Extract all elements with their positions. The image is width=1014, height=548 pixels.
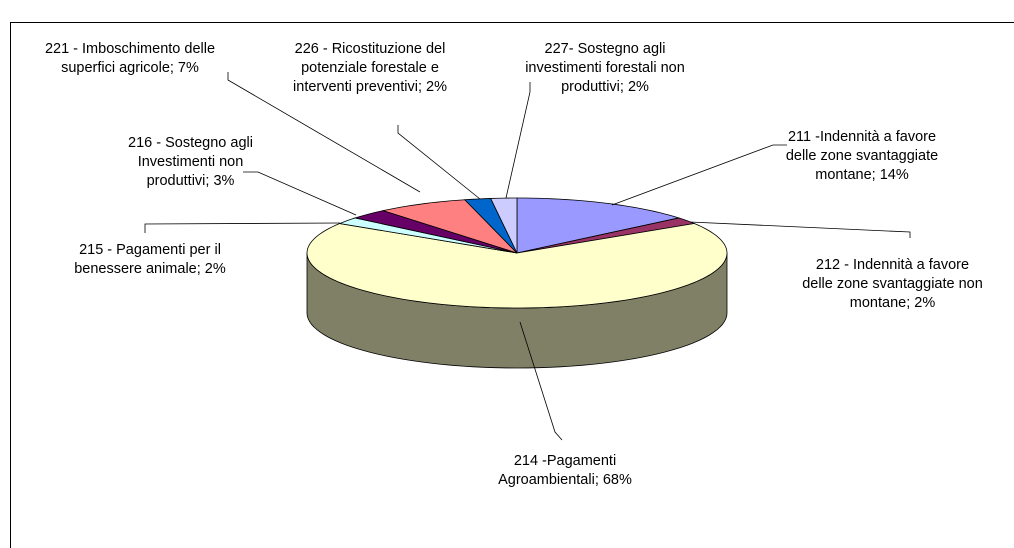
slice — [381, 199, 518, 254]
data-label: 215 - Pagamenti per il benessere animale… — [74, 242, 226, 277]
leader-line — [505, 82, 531, 199]
data-label: 211 -Indennità a favore delle zone svant… — [785, 129, 939, 183]
data-label: 212 - Indennità a favore delle zone svan… — [802, 257, 983, 311]
leader-line — [227, 72, 421, 193]
leader-line — [689, 221, 911, 238]
leader-line — [397, 125, 481, 200]
slice — [306, 223, 728, 309]
data-label: 216 - Sostegno agli Investimenti non pro… — [128, 135, 253, 189]
slice — [353, 210, 518, 254]
slice — [516, 197, 681, 254]
data-label: 214 -Pagamenti Agroambientali; 68% — [498, 453, 632, 488]
leader-line — [611, 144, 787, 206]
data-label: 227- Sostegno agli investimenti forestal… — [525, 41, 685, 95]
leader-line — [144, 222, 341, 233]
frame — [10, 22, 1014, 548]
slice — [490, 197, 518, 254]
leader-line — [519, 321, 563, 441]
leader-line — [243, 171, 357, 216]
data-label: 221 - Imboschimento delle superfici agri… — [44, 41, 216, 76]
data-label: 226 - Ricostituzione del potenziale fore… — [293, 41, 447, 95]
